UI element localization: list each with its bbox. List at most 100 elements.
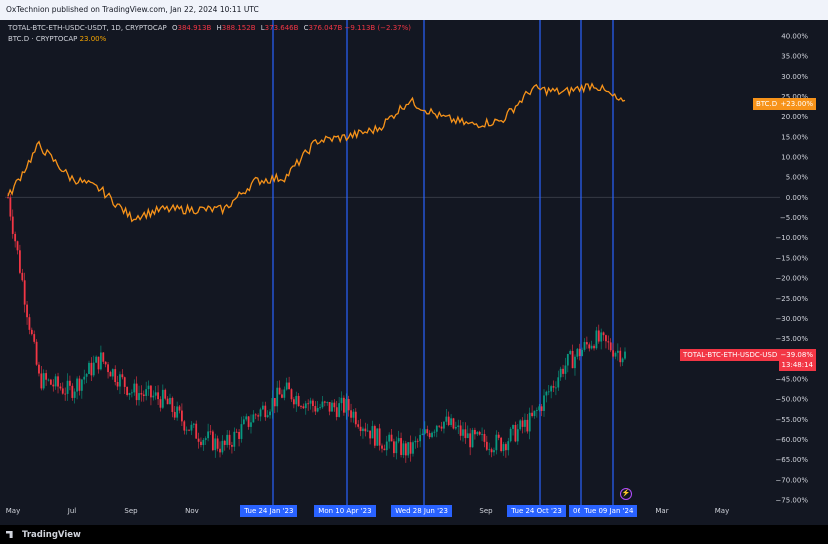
candle-body (135, 383, 138, 401)
y-tick-label: −5.00% (780, 214, 808, 222)
candle-body (488, 449, 491, 451)
candle-body (254, 414, 257, 416)
candle-body (395, 441, 398, 454)
candle-body (474, 429, 476, 435)
candle-body (597, 330, 600, 342)
candle-body (130, 392, 133, 394)
candle-body (140, 393, 143, 395)
candle-body (169, 397, 171, 405)
candle-body (85, 373, 88, 377)
candle-body (445, 416, 448, 422)
tradingview-logo[interactable]: TradingView (6, 530, 81, 540)
y-tick-label: −50.00% (775, 396, 808, 404)
candle-body (564, 365, 567, 374)
candle-body (157, 392, 159, 400)
candle-body (71, 385, 74, 398)
candle-body (526, 419, 529, 432)
candle-body (562, 368, 564, 374)
candle-body (214, 438, 217, 451)
candle-body (278, 387, 281, 395)
candle-body (471, 429, 474, 448)
y-tick-label: −55.00% (775, 416, 808, 424)
candle-body (614, 352, 617, 357)
btc-price-tag: +23.00% (777, 98, 816, 110)
candle-body (302, 406, 305, 409)
candle-body (264, 405, 267, 418)
candle-body (583, 342, 586, 350)
candle-body (371, 426, 374, 439)
x-tick-label: Sep (124, 507, 138, 515)
candle-body (49, 379, 52, 385)
candle-body (452, 418, 455, 429)
candle-body (602, 332, 605, 336)
candle-body (292, 399, 295, 405)
candle-body (290, 389, 293, 400)
candle-body (107, 364, 109, 373)
candle-body (438, 425, 441, 427)
y-tick-label: −20.00% (775, 275, 808, 283)
candle-body (152, 395, 155, 398)
candle-body (612, 350, 614, 357)
candle-body (454, 426, 457, 429)
candle-body (373, 426, 376, 446)
legend-total-name: TOTAL-BTC-ETH-USDC-USDT, 1D, CRYPTOCAP (8, 24, 167, 32)
candle-body (376, 428, 379, 446)
candle-body (364, 428, 367, 432)
candle-body (590, 345, 593, 349)
candle-body (30, 329, 33, 335)
y-tick-label: −35.00% (775, 335, 808, 343)
candle-body (188, 429, 190, 431)
candle-body (469, 433, 472, 448)
candle-body (245, 416, 248, 420)
legend-series-total[interactable]: TOTAL-BTC-ETH-USDC-USDT, 1D, CRYPTOCAP O… (8, 24, 411, 35)
y-tick-label: 5.00% (786, 174, 809, 182)
candle-body (404, 443, 407, 456)
candle-body (261, 405, 264, 410)
candle-body (271, 397, 274, 412)
legend-l-key: L (260, 24, 265, 32)
candle-body (545, 391, 548, 396)
legend-series-btcd[interactable]: BTC.D · CRYPTOCAP 23.00% (8, 35, 411, 46)
candle-body (412, 442, 414, 454)
vertical-markers (272, 20, 614, 505)
candle-body (478, 431, 481, 435)
candle-body (447, 416, 450, 426)
candle-body (328, 402, 331, 412)
candle-body (7, 197, 9, 199)
candle-body (238, 431, 240, 439)
candle-body (154, 392, 157, 396)
candle-body (26, 304, 28, 318)
candle-body (183, 421, 186, 431)
candle-body (359, 426, 362, 432)
candle-body (266, 415, 269, 418)
candle-body (426, 429, 429, 434)
x-tick-label: Jul (67, 507, 77, 515)
candle-body (57, 376, 59, 387)
candle-body (250, 422, 252, 427)
y-tick-label: 25.00% (781, 93, 808, 101)
candle-body (342, 397, 345, 413)
y-tick-label: 0.00% (786, 194, 809, 202)
candle-body (150, 385, 152, 398)
lightning-icon[interactable]: ⚡ (620, 488, 632, 500)
candle-body (114, 369, 117, 382)
x-axis: May Jul Sep Nov Sep Mar May (6, 507, 729, 515)
y-tick-label: −15.00% (775, 254, 808, 262)
candle-body (142, 394, 145, 397)
candle-body (9, 197, 12, 217)
y-tick-label: −25.00% (775, 295, 808, 303)
candle-body (200, 441, 202, 446)
candle-body (609, 342, 612, 351)
candle-body (354, 411, 357, 425)
candle-body (559, 368, 562, 378)
candle-body (45, 373, 48, 380)
candle-body (231, 445, 233, 447)
btc-line-layer (7, 82, 626, 223)
y-tick-label: −10.00% (775, 234, 808, 242)
candle-body (252, 414, 255, 423)
vertical-marker-label: Mon 10 Apr '23 (314, 505, 376, 517)
candle-body (90, 362, 93, 376)
candle-body (257, 415, 260, 417)
candle-body (321, 401, 324, 408)
